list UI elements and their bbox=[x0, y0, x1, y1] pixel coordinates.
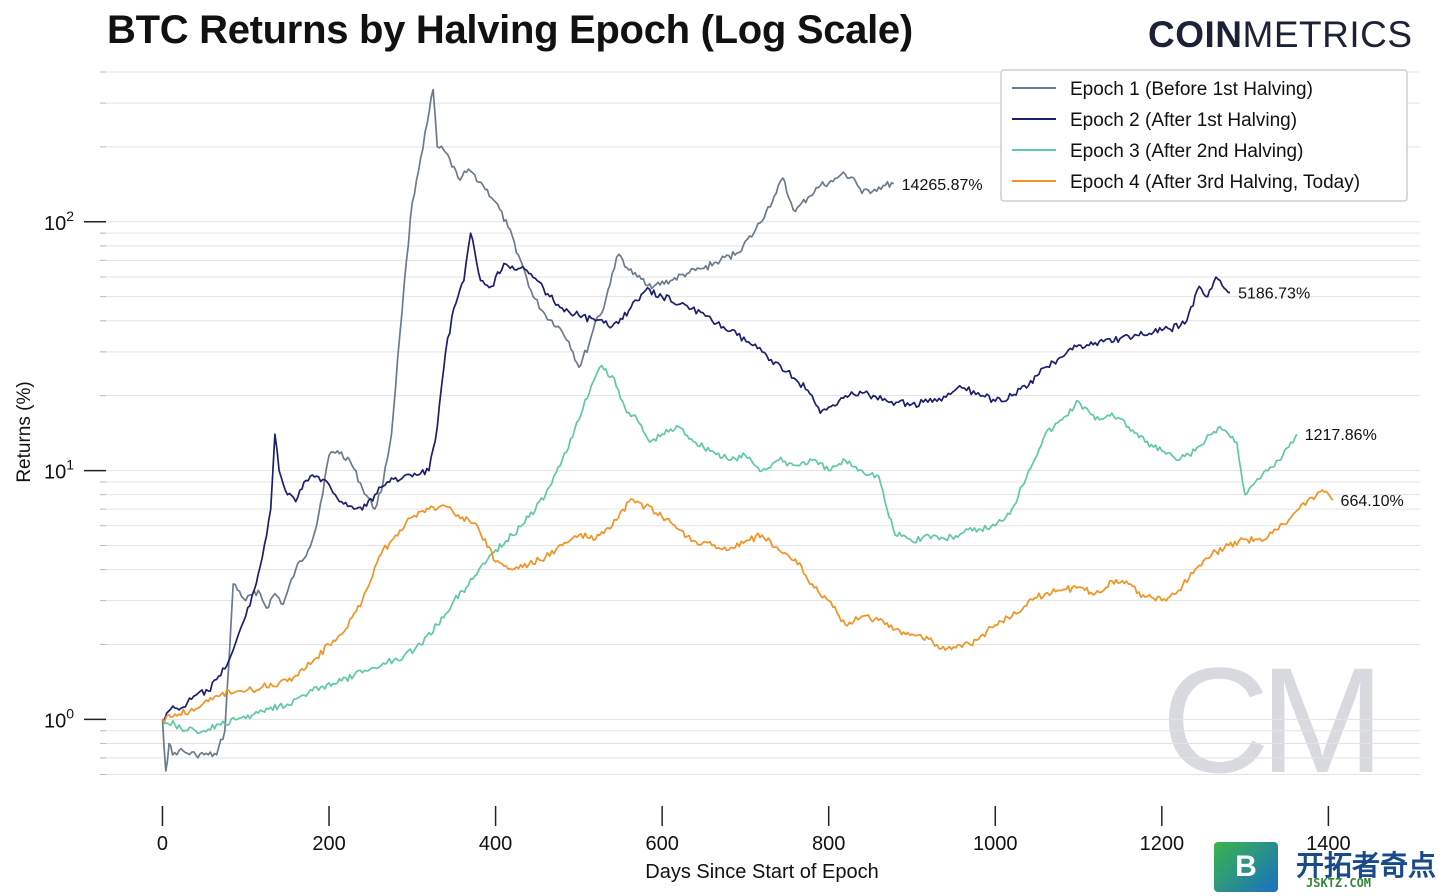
legend-box bbox=[1000, 69, 1408, 202]
legend-label: Epoch 2 (After 1st Halving) bbox=[1070, 110, 1297, 131]
y-tick-label: 100 bbox=[44, 705, 74, 732]
y-tick-exponent: 2 bbox=[66, 208, 74, 224]
end-label-epoch-4: 664.10% bbox=[1341, 493, 1404, 510]
y-tick-label: 101 bbox=[44, 457, 74, 484]
series-lines bbox=[161, 88, 1334, 772]
legend-label: Epoch 4 (After 3rd Halving, Today) bbox=[1070, 172, 1360, 193]
series-line-epoch-4 bbox=[161, 489, 1334, 723]
y-tick-base: 10 bbox=[44, 462, 66, 484]
legend-label: Epoch 1 (Before 1st Halving) bbox=[1070, 79, 1313, 100]
x-tick-label: 800 bbox=[812, 833, 845, 855]
end-label-epoch-2: 5186.73% bbox=[1238, 285, 1310, 302]
badge-url: JSKTZ.COM bbox=[1306, 876, 1372, 890]
site-badge: B 开拓者奇点 JSKTZ.COM bbox=[1214, 842, 1456, 896]
y-tick-exponent: 1 bbox=[66, 457, 74, 473]
brand-bold: COIN bbox=[1148, 14, 1243, 55]
series-line-epoch-3 bbox=[161, 364, 1298, 735]
cm-watermark: CM bbox=[1161, 636, 1384, 804]
y-tick-base: 10 bbox=[44, 213, 66, 235]
chart-title: BTC Returns by Halving Epoch (Log Scale) bbox=[107, 8, 913, 52]
end-labels: 14265.87% 5186.73% 1217.86% 664.10% bbox=[902, 177, 1404, 510]
y-tick-base: 10 bbox=[44, 710, 66, 732]
y-tick-label: 102 bbox=[44, 208, 74, 235]
badge-text: 开拓者奇点 bbox=[1296, 849, 1437, 882]
brand-light: METRICS bbox=[1242, 14, 1413, 55]
badge-logo: B bbox=[1214, 842, 1278, 892]
series-line-epoch-2 bbox=[162, 232, 1231, 721]
end-label-epoch-1: 14265.87% bbox=[902, 177, 983, 194]
x-tick-label: 1000 bbox=[973, 833, 1018, 855]
x-axis-label: Days Since Start of Epoch bbox=[645, 861, 878, 883]
x-tick-label: 600 bbox=[645, 833, 678, 855]
series-line-epoch-1 bbox=[161, 88, 895, 772]
coinmetrics-logo: COINMETRICS bbox=[1148, 14, 1413, 56]
watermark-text: CM bbox=[1161, 636, 1374, 804]
end-label-epoch-3: 1217.86% bbox=[1305, 427, 1377, 444]
x-tick-label: 0 bbox=[157, 833, 168, 855]
y-tick-exponent: 0 bbox=[66, 705, 74, 721]
x-tick-label: 400 bbox=[479, 833, 512, 855]
x-tick-label: 200 bbox=[312, 833, 345, 855]
legend-label: Epoch 3 (After 2nd Halving) bbox=[1070, 141, 1303, 162]
x-tick-label: 1200 bbox=[1140, 833, 1185, 855]
x-tick-label: 1400 bbox=[1306, 833, 1351, 855]
y-axis-label: Returns (%) bbox=[14, 381, 35, 482]
legend: Epoch 1 (Before 1st Halving) Epoch 2 (Aft… bbox=[1000, 69, 1408, 202]
